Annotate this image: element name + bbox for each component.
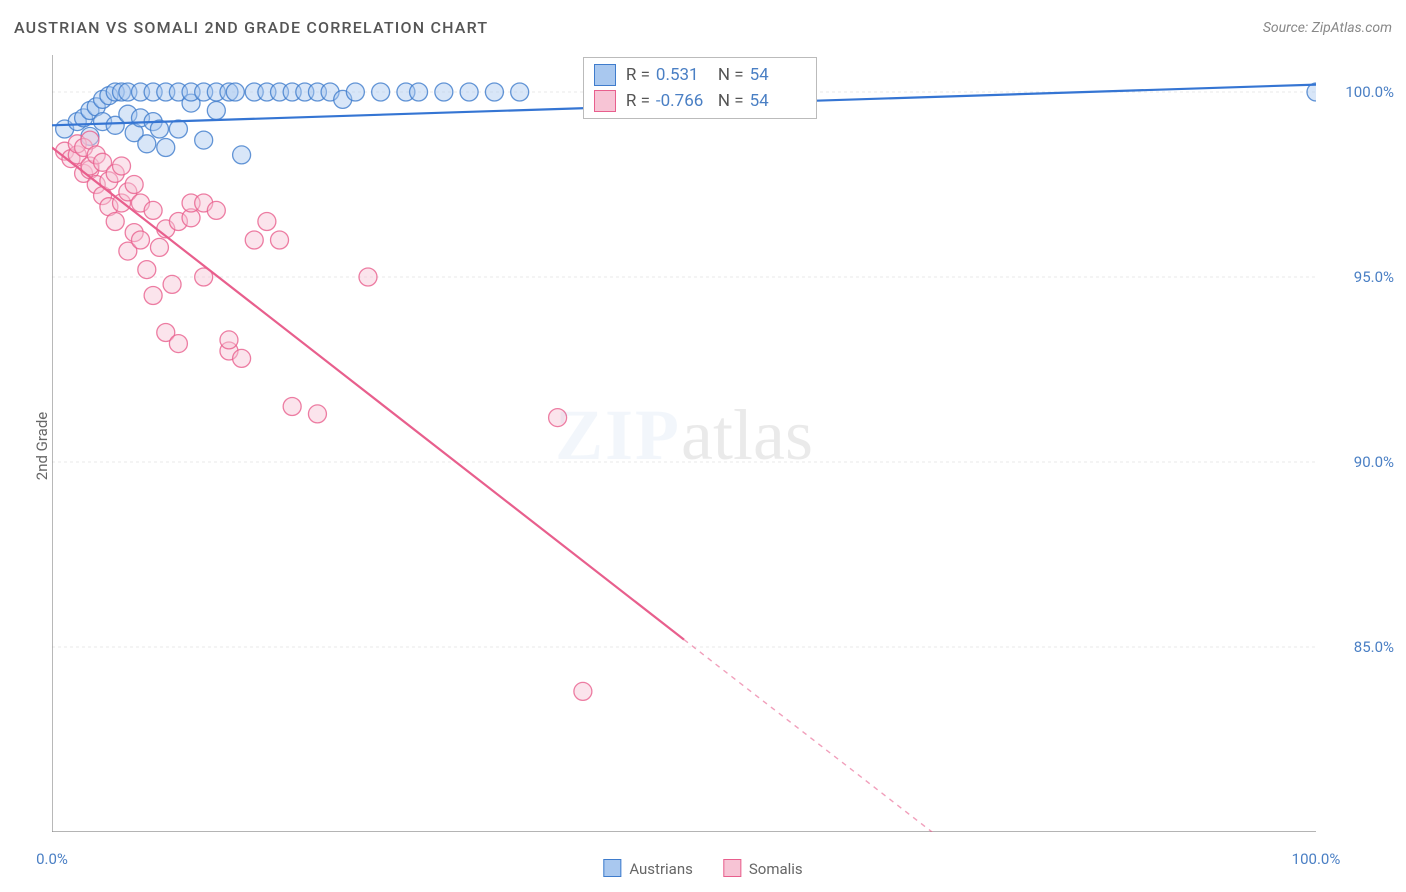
source-label: Source: ZipAtlas.com [1263,20,1392,36]
y-tick-label: 90.0% [1354,453,1394,471]
y-tick-label: 85.0% [1354,638,1394,656]
x-tick-label: 100.0% [1292,850,1341,868]
legend-item: Austrians [603,859,693,878]
scatter-chart [52,55,1316,832]
legend-bottom: Austrians Somalis [603,859,802,878]
stats-legend-box: R =0.531N =54R =-0.766N =54 [583,57,817,119]
chart-title: AUSTRIAN VS SOMALI 2ND GRADE CORRELATION… [14,18,488,37]
y-axis-label: 2nd Grade [33,412,51,480]
plot-area: ZIPatlas R =0.531N =54R =-0.766N =54 85.… [52,55,1316,832]
y-tick-label: 95.0% [1354,268,1394,286]
y-tick-label: 100.0% [1345,83,1394,101]
legend-item: Somalis [723,859,803,878]
stats-row: R =0.531N =54 [594,62,806,88]
x-tick-label: 0.0% [36,850,68,868]
stats-row: R =-0.766N =54 [594,88,806,114]
